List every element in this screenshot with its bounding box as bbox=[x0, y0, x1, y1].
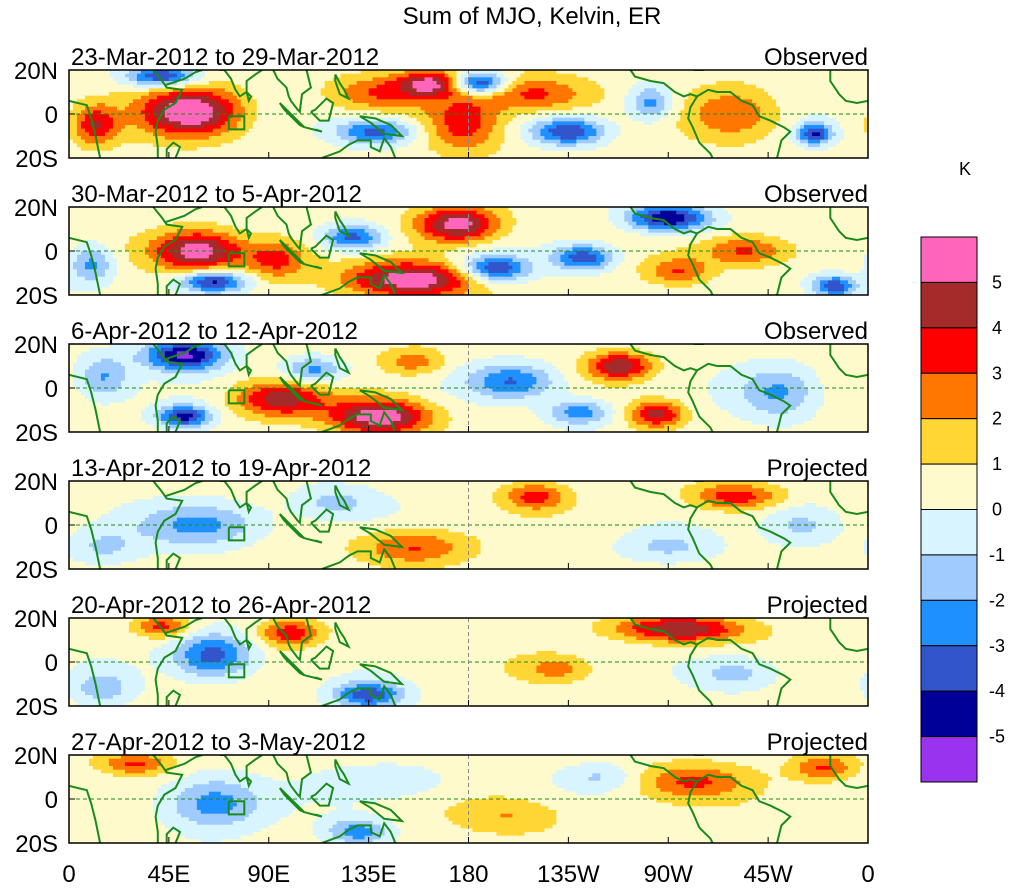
panel-1: 20N 0 20S 23-Mar-2012 to 29-Mar-2012 Observe… bbox=[14, 44, 869, 173]
coastlines bbox=[69, 70, 868, 158]
panel-kind-label: Projected bbox=[767, 592, 868, 619]
colorbar-unit: K bbox=[959, 159, 971, 179]
panel-kind-label: Projected bbox=[767, 455, 868, 482]
anomaly-field bbox=[69, 618, 868, 706]
colorbar-swatch bbox=[920, 599, 978, 647]
y-tick-label: 0 bbox=[45, 376, 58, 403]
colorbar-label: 1 bbox=[992, 454, 1002, 474]
y-tick-label: 20N bbox=[14, 743, 58, 770]
panel-period-label: 13-Apr-2012 to 19-Apr-2012 bbox=[71, 455, 371, 482]
colorbar-label: 2 bbox=[992, 409, 1002, 429]
y-tick-label: 0 bbox=[45, 513, 58, 540]
index-box bbox=[227, 115, 246, 131]
x-tick-label: 45W bbox=[743, 861, 793, 888]
colorbar-swatch bbox=[920, 736, 978, 783]
panel-kind-label: Observed bbox=[764, 181, 868, 208]
coastlines bbox=[69, 755, 868, 843]
colorbar-swatch bbox=[920, 463, 978, 511]
x-tick-label: 0 bbox=[861, 861, 874, 888]
panel-period-label: 27-Apr-2012 to 3-May-2012 bbox=[71, 729, 366, 756]
anomaly-field bbox=[69, 481, 868, 569]
panel-3: 20N 0 20S 6-Apr-2012 to 12-Apr-2012 Observed bbox=[14, 318, 869, 447]
x-tick-label: 0 bbox=[62, 861, 75, 888]
index-box bbox=[227, 800, 246, 816]
y-tick-label: 0 bbox=[45, 102, 58, 129]
panels: 20N 0 20S 23-Mar-2012 to 29-Mar-2012 Observe… bbox=[14, 44, 869, 858]
panel-period-label: 23-Mar-2012 to 29-Mar-2012 bbox=[71, 44, 379, 71]
colorbar-swatch bbox=[920, 554, 978, 601]
x-tick-label: 135E bbox=[341, 861, 397, 888]
panel-4: 20N 0 20S 13-Apr-2012 to 19-Apr-2012 Project… bbox=[14, 455, 869, 584]
y-tick-label: 0 bbox=[45, 650, 58, 677]
panel-kind-label: Observed bbox=[764, 318, 868, 345]
colorbar-swatch bbox=[920, 372, 978, 420]
colorbar: 5 4 3 2 1 0 -1 -2 -3 -4 -5 K bbox=[920, 159, 1005, 783]
panel-6: 20N 0 20S 27-Apr-2012 to 3-May-2012 Projecte… bbox=[14, 729, 869, 858]
colorbar-label: 0 bbox=[992, 500, 1002, 520]
colorbar-swatch bbox=[920, 327, 978, 374]
y-tick-label: 20N bbox=[14, 469, 58, 496]
colorbar-swatch bbox=[920, 645, 978, 692]
colorbar-label: -5 bbox=[989, 727, 1005, 747]
anomaly-field bbox=[69, 755, 868, 843]
colorbar-swatch bbox=[920, 281, 978, 329]
y-tick-label: 20S bbox=[15, 694, 58, 721]
panel-2: 20N 0 20S 30-Mar-2012 to 5-Apr-2012 Observed bbox=[14, 181, 869, 310]
panel-period-label: 6-Apr-2012 to 12-Apr-2012 bbox=[71, 318, 358, 345]
anomaly-field bbox=[69, 70, 868, 158]
y-tick-label: 20N bbox=[14, 195, 58, 222]
coastlines bbox=[69, 207, 868, 295]
chart-title: Sum of MJO, Kelvin, ER bbox=[403, 3, 662, 30]
y-tick-label: 20S bbox=[15, 283, 58, 310]
colorbar-label: 5 bbox=[992, 272, 1002, 292]
colorbar-label: -4 bbox=[989, 681, 1005, 701]
x-tick-label: 90E bbox=[247, 861, 290, 888]
coastlines bbox=[69, 344, 868, 432]
y-tick-label: 0 bbox=[45, 239, 58, 266]
panel-period-label: 30-Mar-2012 to 5-Apr-2012 bbox=[71, 181, 362, 208]
anomaly-field bbox=[69, 207, 868, 295]
y-tick-label: 20N bbox=[14, 58, 58, 85]
y-tick-label: 20N bbox=[14, 606, 58, 633]
colorbar-swatch bbox=[920, 690, 978, 738]
index-box bbox=[227, 252, 246, 268]
index-box bbox=[227, 663, 246, 679]
y-tick-label: 20S bbox=[15, 831, 58, 858]
colorbar-swatch bbox=[920, 418, 978, 465]
colorbar-label: 4 bbox=[992, 318, 1002, 338]
panel-period-label: 20-Apr-2012 to 26-Apr-2012 bbox=[71, 592, 371, 619]
index-box bbox=[227, 389, 246, 405]
panel-kind-label: Observed bbox=[764, 44, 868, 71]
y-tick-label: 20N bbox=[14, 332, 58, 359]
panel-kind-label: Projected bbox=[767, 729, 868, 756]
colorbar-swatch bbox=[920, 509, 978, 556]
y-tick-label: 20S bbox=[15, 146, 58, 173]
x-tick-label: 135W bbox=[537, 861, 600, 888]
colorbar-label: -3 bbox=[989, 636, 1005, 656]
y-tick-label: 0 bbox=[45, 787, 58, 814]
x-tick-label: 45E bbox=[148, 861, 191, 888]
colorbar-label: -1 bbox=[989, 545, 1005, 565]
colorbar-label: -2 bbox=[989, 590, 1005, 610]
index-box bbox=[227, 526, 246, 542]
panel-5: 20N 0 20S 20-Apr-2012 to 26-Apr-2012 Project… bbox=[14, 592, 869, 721]
colorbar-swatch bbox=[920, 236, 978, 283]
x-axis: 0 45E 90E 135E 180 135W 90W 45W 0 bbox=[62, 861, 874, 888]
y-tick-label: 20S bbox=[15, 557, 58, 584]
colorbar-label: 3 bbox=[992, 363, 1002, 383]
y-tick-label: 20S bbox=[15, 420, 58, 447]
x-tick-label: 90W bbox=[644, 861, 694, 888]
x-tick-label: 180 bbox=[448, 861, 488, 888]
coastlines bbox=[69, 481, 868, 569]
coastlines bbox=[69, 618, 868, 706]
